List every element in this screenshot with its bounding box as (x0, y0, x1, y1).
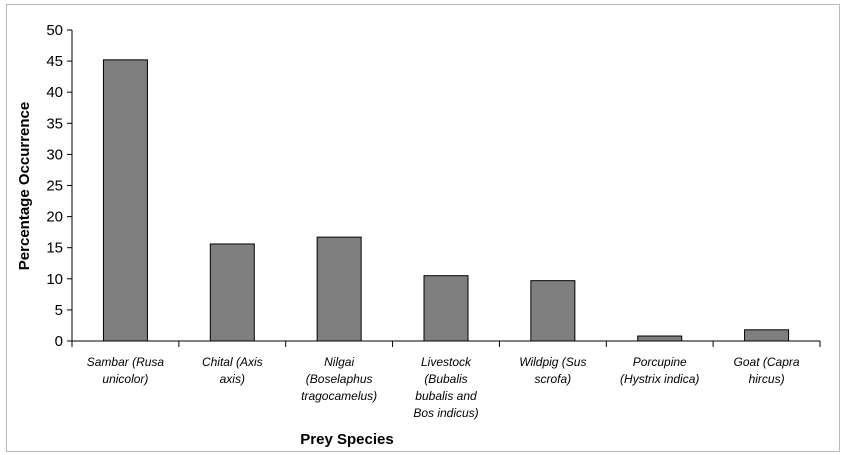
y-tick-label: 25 (46, 178, 63, 195)
y-tick-label: 45 (46, 53, 63, 70)
y-tick-label: 20 (46, 209, 63, 226)
bar (637, 335, 683, 342)
y-tick-label: 50 (46, 22, 63, 39)
x-category-label: Chital (Axis axis) (202, 355, 263, 386)
y-tick-label: 5 (55, 302, 63, 319)
bar (744, 329, 790, 342)
y-tick-label: 10 (46, 271, 63, 288)
bar (102, 59, 148, 342)
bar (530, 280, 576, 342)
y-tick-label: 0 (55, 333, 63, 350)
x-category-label: Porcupine (Hystrix indica) (620, 355, 699, 386)
x-category-label: Nilgai (Boselaphus tragocamelus) (301, 355, 377, 403)
x-category-label: Livestock (Bubalis bubalis and Bos indicus) (413, 355, 478, 420)
bar (209, 243, 255, 342)
y-axis-title: Percentage Occurrence (16, 102, 33, 270)
bar (316, 236, 362, 342)
y-tick-label: 15 (46, 240, 63, 257)
y-tick-label: 40 (46, 84, 63, 101)
x-category-label: Goat (Capra hircus) (734, 355, 800, 386)
x-axis-title: Prey Species (300, 431, 393, 448)
x-category-label: Sambar (Rusa unicolor) (87, 355, 165, 386)
y-tick-label: 35 (46, 115, 63, 132)
x-category-label: Wildpig (Sus scrofa) (519, 355, 586, 386)
bar (423, 275, 469, 342)
y-tick-label: 30 (46, 146, 63, 163)
